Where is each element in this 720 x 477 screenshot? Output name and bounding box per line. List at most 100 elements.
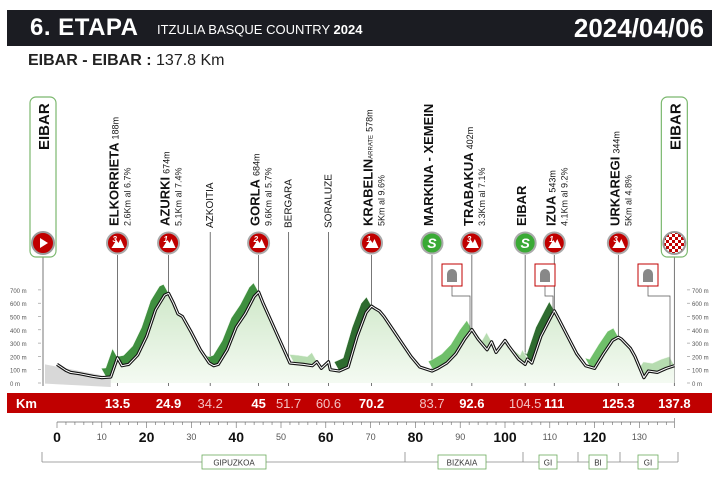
point-name-text: GORLA — [248, 178, 263, 226]
y-tick-label-left: 500 m — [10, 316, 27, 322]
point-name: AZURKI 674m — [158, 151, 173, 226]
province-box — [637, 454, 659, 470]
tunnel-glyph — [447, 269, 457, 282]
endpoint-label-group: EIBAR — [667, 103, 684, 150]
mountain-icon — [162, 239, 176, 248]
profile-shadow — [45, 364, 111, 387]
point-name: IZUA 543m — [543, 170, 558, 226]
y-tick-label-right: 600 m — [692, 302, 709, 308]
finish-box — [660, 96, 688, 258]
y-tick-label-left: 100 m — [10, 369, 27, 375]
x-tick-label-major: 100 — [493, 429, 517, 445]
point-label: SORALUZE — [323, 174, 334, 228]
route-line: EIBAR - EIBAR : 137.8 Km — [28, 52, 225, 70]
point-name-text: MARKINA - XEMEIN — [421, 104, 436, 226]
km-bar-value: 70.2 — [359, 396, 384, 411]
race-label: ITZULIA BASQUE COUNTRY — [157, 22, 330, 37]
point-climb-info: 3.3Km al 7.1% — [477, 167, 487, 226]
y-tick-label-left: 200 m — [10, 355, 27, 361]
x-tick-label-major: 40 — [228, 429, 244, 445]
race-name: ITZULIA BASQUE COUNTRY 2024 — [157, 22, 362, 37]
point-altitude: 344m — [611, 131, 621, 154]
point-label: AZKOITIA — [205, 182, 216, 228]
mountain-icon — [252, 239, 266, 248]
mountain-icon — [548, 239, 562, 248]
x-tick-label-major: 0 — [53, 429, 61, 445]
point-name-text: AZKOITIA — [205, 182, 216, 228]
start-name: EIBAR — [36, 103, 53, 150]
y-tick-label-left: 600 m — [10, 302, 27, 308]
province-label: GI — [544, 459, 552, 468]
point-name: KRABELINARRATE 578m — [360, 109, 375, 226]
point-altitude: 674m — [162, 151, 172, 174]
mountain-icon — [111, 239, 125, 248]
point-climb-info: 5Km al 9.6% — [376, 175, 386, 226]
point-name: TRABAKUA 402m — [461, 127, 476, 226]
x-tick-label-minor: 130 — [632, 432, 647, 442]
point-altitude: 402m — [465, 127, 475, 150]
point-name-text: SORALUZE — [323, 174, 334, 228]
point-altitude: 578m — [364, 109, 374, 132]
endpoint-label-group: EIBAR — [36, 103, 53, 150]
stage-title: 6. ETAPA — [30, 14, 139, 41]
km-bar-value: 60.6 — [316, 396, 341, 411]
x-tick-label-major: 120 — [583, 429, 607, 445]
route-name: EIBAR - EIBAR : — [28, 52, 152, 69]
x-tick-label-major: 80 — [408, 429, 424, 445]
x-tick-label-minor: 90 — [455, 432, 465, 442]
mountain-icon — [612, 239, 626, 248]
km-bar-value: 137.8 — [658, 396, 691, 411]
point-name: MARKINA - XEMEIN — [421, 104, 436, 226]
x-tick-label-minor: 110 — [543, 432, 557, 442]
province-box — [588, 454, 608, 470]
km-bar-value: 34.2 — [198, 396, 223, 411]
point-name-text: BERGARA — [284, 179, 295, 228]
stage-date: 2024/04/06 — [573, 13, 704, 43]
play-icon — [40, 238, 48, 248]
point-name-text: KRABELIN — [360, 159, 375, 226]
point-name-text: ELKORRIETA — [106, 142, 121, 226]
point-name-text: EIBAR — [514, 185, 529, 226]
tunnel-glyph — [643, 269, 653, 282]
x-tick-label-minor: 50 — [276, 432, 286, 442]
point-altitude: 188m — [110, 117, 120, 140]
point-label: MARKINA - XEMEIN — [421, 104, 436, 226]
province-label: BI — [594, 459, 602, 468]
sprint-icon — [420, 231, 444, 255]
tunnel-leader — [544, 286, 554, 314]
km-bar-value: 51.7 — [276, 396, 301, 411]
province-label: BIZKAIA — [447, 459, 478, 468]
province-box — [437, 454, 487, 470]
y-tick-label-left: 400 m — [10, 329, 27, 335]
point-name: AZKOITIA — [205, 182, 216, 228]
point-name-text: AZURKI — [158, 177, 173, 226]
y-tick-label-left: 300 m — [10, 342, 27, 348]
km-bar-value: 125.3 — [602, 396, 635, 411]
point-name-text: IZUA — [543, 195, 558, 226]
climb-category-number: 1 — [549, 235, 554, 244]
point-label: ELKORRIETA 188m 2.6Km al 6.7% — [106, 117, 132, 226]
finish-flag-icon — [662, 231, 687, 255]
climb-category-number: 2 — [253, 235, 259, 244]
tunnel-leader — [451, 286, 471, 333]
point-climb-info: 4.1Km al 9.2% — [559, 167, 569, 226]
start-box — [29, 96, 57, 258]
y-tick-label-right: 400 m — [692, 329, 709, 335]
profile-area — [57, 292, 675, 383]
y-tick-label-right: 700 m — [692, 289, 709, 295]
km-bar-value: 24.9 — [156, 396, 181, 411]
mountain-icon — [365, 239, 379, 248]
sprint-letter: S — [427, 235, 437, 251]
province-label: GI — [644, 459, 652, 468]
sprint-icon — [513, 231, 537, 255]
point-name: URKAREGI 344m — [607, 131, 622, 226]
tunnel-leader — [647, 286, 671, 368]
climb-category-number: 1 — [366, 235, 371, 244]
y-tick-label-right: 100 m — [692, 369, 709, 375]
km-bar — [7, 393, 712, 413]
km-bar-value: 13.5 — [105, 396, 130, 411]
y-tick-label-right: 0 m — [692, 382, 702, 388]
